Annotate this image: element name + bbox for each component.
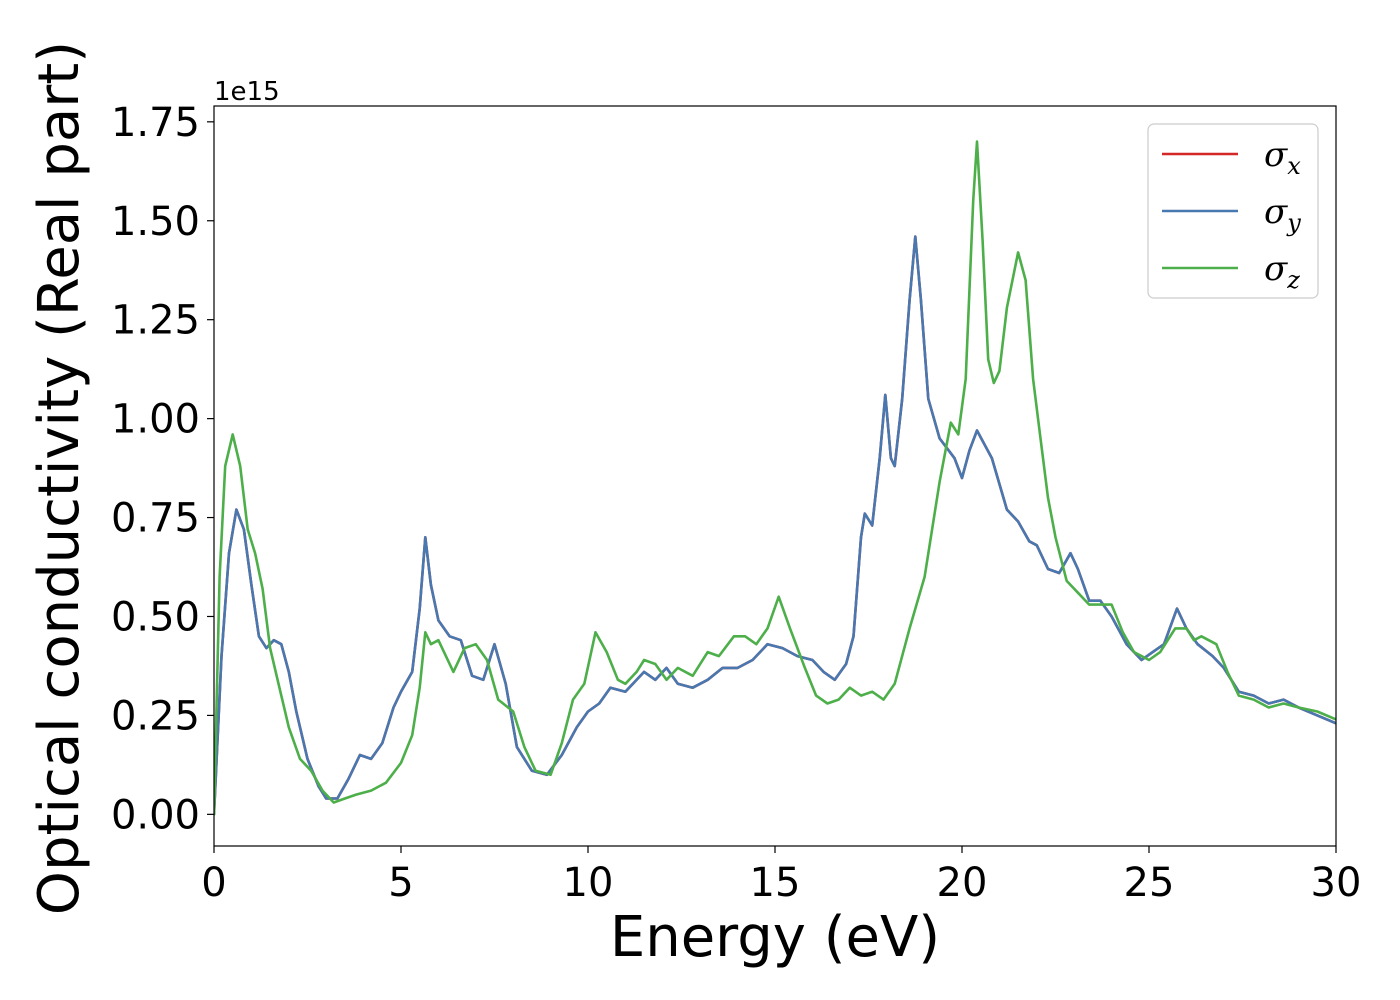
series-layer [214,140,1336,816]
x-tick-label: 20 [937,860,988,906]
y-tick-label: 1.50 [111,199,200,245]
series-line-y [214,235,1336,816]
y-tick-label: 0.25 [111,693,200,739]
y-tick-label: 0.50 [111,594,200,640]
legend-label-x: σx [1264,135,1301,180]
legend: σx σy σz [1147,123,1319,299]
ticks-layer: 0 5 10 15 20 25 30 0.00 0.25 0.50 0.75 1.00 1.25 1.50… [111,100,1362,906]
series-line-z [214,140,1336,816]
y-offset-label: 1e15 [214,77,280,107]
legend-label-y: σy [1264,192,1301,237]
y-tick-label: 1.25 [111,298,200,344]
x-tick-label: 10 [563,860,614,906]
x-tick-label: 25 [1124,860,1175,906]
y-tick-label: 0.75 [111,496,200,542]
x-tick-label: 0 [201,860,226,906]
y-axis-title: Optical conductivity (Real part) [27,41,92,915]
y-tick-label: 1.75 [111,100,200,146]
x-tick-label: 15 [750,860,801,906]
legend-label-z: σz [1264,249,1300,294]
x-axis-title: Energy (eV) [610,905,940,970]
x-tick-label: 30 [1311,860,1362,906]
y-tick-label: 0.00 [111,792,200,838]
x-tick-label: 5 [388,860,413,906]
y-tick-label: 1.00 [111,397,200,443]
